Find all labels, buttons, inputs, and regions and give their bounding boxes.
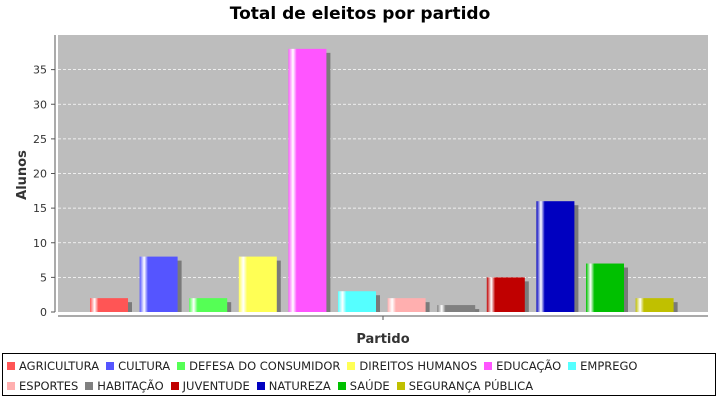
bar-emprego [338,291,376,312]
legend-swatch [337,382,346,390]
y-tick-label: 35 [33,64,47,77]
legend-item: SEGURANÇA PÚBLICA [396,376,534,396]
legend-swatch [170,382,179,390]
y-axis-label: Alunos [15,150,30,200]
legend-swatch [85,382,94,390]
y-tick-label: 25 [33,133,47,146]
legend-swatch [484,362,493,370]
legend-item: EDUCAÇÃO [484,356,561,376]
legend-item: EMPREGO [568,356,637,376]
y-tick-label: 0 [40,306,47,319]
legend-swatch [568,362,577,370]
legend-label: JUVENTUDE [182,379,250,393]
legend-item: ESPORTES [7,376,78,396]
legend-label: AGRICULTURA [19,359,100,373]
legend-item: HABITAÇÃO [85,376,164,396]
bar-educa-o [288,48,327,312]
y-axis-ticks: 0 5 10 15 20 25 30 35 [33,64,55,319]
bar-agricultura [90,298,128,312]
bars [90,48,678,312]
legend-label: ESPORTES [19,379,79,393]
legend-item: JUVENTUDE [170,376,250,396]
legend-label: DIREITOS HUMANOS [359,359,478,373]
bar-natureza [536,201,575,312]
legend-label: EMPREGO [580,359,638,373]
bar-habita-o [437,305,476,312]
x-axis-label: Partido [356,332,409,347]
legend-swatch [7,362,15,370]
bar-direitos-humanos [238,256,277,312]
legend-label: CULTURA [118,359,171,373]
legend-swatch [106,362,115,370]
legend-item: DIREITOS HUMANOS [347,356,477,376]
chart-title: Total de eleitos por partido [229,4,491,24]
bar-esportes [387,298,426,312]
legend-label: SEGURANÇA PÚBLICA [408,379,534,393]
bar-juventude [486,277,525,312]
legend-item: SAÚDE [337,376,390,396]
legend-swatch [396,382,405,390]
y-tick-label: 30 [33,98,47,111]
legend-label: NATUREZA [268,379,331,393]
y-tick-label: 10 [33,237,47,250]
legend-item: NATUREZA [256,376,331,396]
bar-chart: 0 5 10 15 20 25 30 35 Partido Alunos [15,35,708,347]
legend-swatch [256,382,265,390]
bar-defesa-do-consumidor [189,298,228,312]
legend-item: CULTURA [106,356,170,376]
legend: AGRICULTURA CULTURA DEFESA DO CONSUMIDOR DI… [2,353,716,396]
bar-sa-de [586,263,624,312]
legend-label: SAÚDE [349,379,390,393]
legend-label: HABITAÇÃO [97,379,164,393]
legend-item: AGRICULTURA [7,356,99,376]
legend-label: DEFESA DO CONSUMIDOR [189,359,341,373]
legend-label: EDUCAÇÃO [496,359,562,373]
legend-item: DEFESA DO CONSUMIDOR [177,356,340,376]
y-tick-label: 5 [40,271,47,284]
bar-cultura [139,256,178,312]
legend-swatch [7,382,15,390]
bar-seguran-a-p-blica [635,298,674,312]
y-tick-label: 15 [33,202,47,215]
legend-swatch [347,362,356,370]
y-tick-label: 20 [33,168,47,181]
legend-swatch [177,362,186,370]
